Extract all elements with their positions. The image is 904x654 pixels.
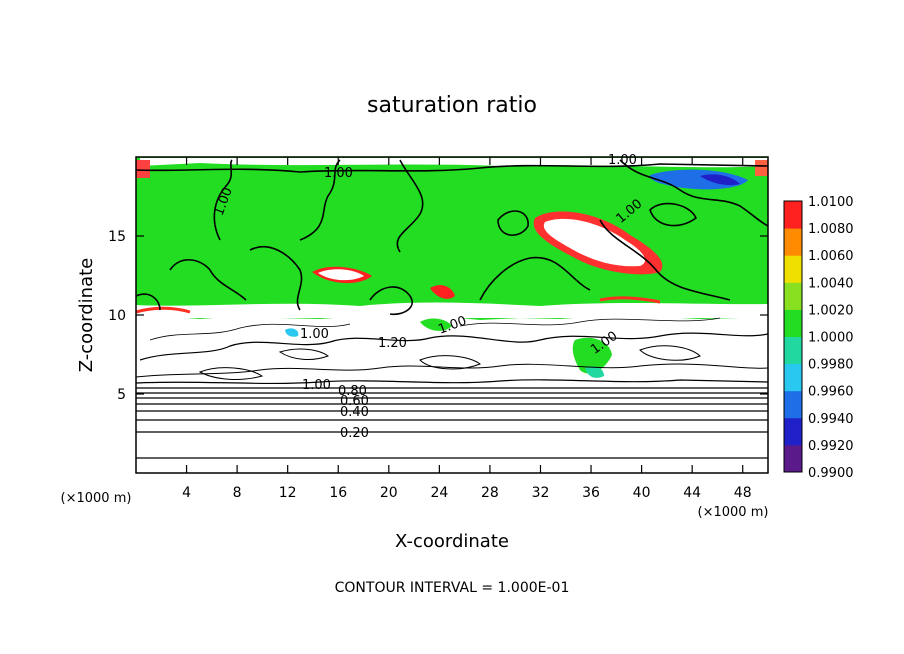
z-unit-label: (×1000 m) (61, 491, 132, 506)
colorbar: 1.0100 1.0080 1.0060 1.0040 1.0020 1.000… (783, 195, 854, 481)
contour-label: 0.20 (340, 426, 369, 441)
supersaturated-region-large-core (543, 218, 645, 267)
contour-lines (135, 159, 769, 459)
colorbar-swatch (784, 444, 802, 473)
green-patch-2 (420, 318, 452, 331)
x-tick-label: 28 (481, 485, 499, 501)
supersaturated-region-mid-core (318, 269, 364, 281)
y-axis: 5 10 15 Z-coordinate (×1000 m) (61, 229, 768, 506)
x-tick-label: 48 (734, 485, 752, 501)
upper-green-field (136, 157, 768, 320)
left-edge-red (136, 160, 150, 178)
lower-white-field (136, 317, 768, 473)
colorbar-swatch (784, 282, 802, 310)
colorbar-swatch (784, 336, 802, 365)
cloud-top-band (136, 302, 768, 318)
x-tick-marks (185, 157, 744, 473)
colorbar-swatches (784, 201, 802, 473)
colorbar-label: 1.0080 (808, 222, 854, 237)
colorbar-swatch (784, 390, 802, 419)
cyan-patch-1 (285, 328, 299, 337)
plot-area (135, 156, 769, 474)
subsaturated-region-core (700, 174, 740, 186)
right-edge-red (755, 160, 768, 176)
y-tick-marks (136, 235, 768, 395)
y-tick-label: 10 (108, 308, 126, 324)
chart-title: saturation ratio (367, 93, 537, 118)
contour-label: 1.20 (378, 336, 407, 351)
colorbar-label: 0.9920 (808, 439, 854, 454)
contour-label: 1.00 (302, 378, 331, 393)
y-tick-label: 15 (108, 229, 126, 245)
cyan-patch-2 (585, 366, 604, 378)
green-patch-1 (572, 337, 612, 374)
contour-label: 0.80 (338, 384, 367, 399)
colorbar-labels: 1.0100 1.0080 1.0060 1.0040 1.0020 1.000… (808, 195, 854, 481)
contour-label: 1.00 (300, 327, 329, 342)
x-axis: 4 8 12 16 20 24 28 32 36 40 44 48 X-coor… (182, 157, 768, 552)
contour-label: 1.00 (608, 153, 637, 168)
x-tick-label: 20 (380, 485, 398, 501)
x-tick-label: 36 (582, 485, 600, 501)
top-boundary-supersaturated (140, 158, 768, 168)
contour-line-labels: 1.00 1.00 1.00 1.00 1.00 1.00 1.20 1.00 … (212, 153, 646, 441)
y-axis-label: Z-coordinate (76, 258, 97, 373)
x-tick-label: 8 (233, 485, 242, 501)
x-tick-label: 16 (329, 485, 347, 501)
x-tick-label: 40 (633, 485, 651, 501)
colorbar-label: 1.0000 (808, 331, 854, 346)
colorbar-swatch (784, 309, 802, 337)
colorbar-frame (783, 200, 803, 473)
cloud-top-red-left (135, 306, 191, 314)
colorbar-label: 0.9900 (808, 466, 854, 481)
x-tick-labels: 4 8 12 16 20 24 28 32 36 40 44 48 (182, 485, 752, 501)
x-axis-label: X-coordinate (395, 531, 509, 552)
colorbar-label: 1.0040 (808, 276, 854, 291)
colorbar-label: 0.9960 (808, 385, 854, 400)
colorbar-swatch (784, 228, 802, 256)
colorbar-swatch (784, 363, 802, 392)
y-tick-label: 5 (117, 387, 126, 403)
contour-label: 1.00 (324, 166, 353, 181)
x-tick-label: 32 (532, 485, 550, 501)
contour-label: 0.60 (340, 394, 369, 409)
contour-interval-note: CONTOUR INTERVAL = 1.000E-01 (335, 580, 570, 596)
y-tick-labels: 5 10 15 (108, 229, 126, 403)
cloud-top-red-patch (430, 285, 455, 299)
cloud-top-red-right (599, 296, 661, 304)
colorbar-swatch (784, 417, 802, 446)
x-tick-label: 44 (683, 485, 701, 501)
colorbar-swatch (784, 255, 802, 283)
colorbar-label: 0.9980 (808, 358, 854, 373)
colorbar-label: 0.9940 (808, 412, 854, 427)
x-tick-label: 4 (182, 485, 191, 501)
x-tick-label: 12 (279, 485, 297, 501)
colorbar-label: 1.0020 (808, 303, 854, 318)
colorbar-swatch (784, 201, 802, 229)
contour-label: 0.40 (340, 405, 369, 420)
x-tick-label: 24 (430, 485, 448, 501)
x-unit-label: (×1000 m) (698, 505, 769, 520)
colorbar-label: 1.0100 (808, 195, 854, 210)
colorbar-label: 1.0060 (808, 249, 854, 264)
